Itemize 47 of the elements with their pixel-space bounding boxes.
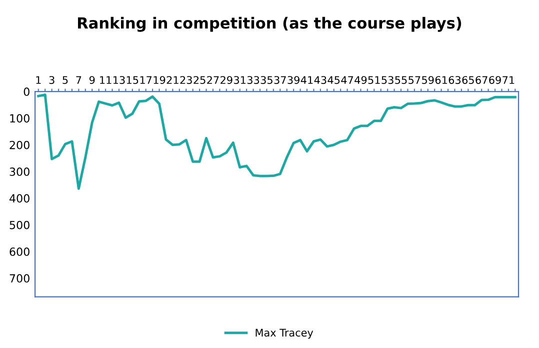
x-tick-label: 3 [49,76,54,84]
line-series [37,93,516,190]
x-tick-label: 31 [234,76,246,84]
x-tick-label: 27 [207,76,219,84]
x-tick-label: 59 [422,76,434,84]
x-tick-label: 53 [382,76,394,84]
x-tick-label: 1 [36,76,41,84]
x-tick-label: 21 [166,76,178,84]
x-tick-label: 47 [341,76,354,84]
x-tick-label: 57 [408,76,420,84]
x-tick-label: 49 [354,76,367,84]
y-tick-label: 300 [10,167,30,176]
y-tick-label: 0 [24,88,30,96]
y-tick-label: 200 [10,140,30,150]
y-tick-label: 500 [10,220,30,230]
x-tick-label: 71 [502,76,514,84]
x-tick-label: 55 [395,76,407,84]
x-tick-label: 25 [194,76,206,84]
legend-label: Max Tracey [256,328,314,339]
x-tick-label: 51 [368,76,380,84]
y-tick-label: 600 [10,247,30,256]
x-tick-label: 45 [328,76,340,84]
chart-title: Ranking in competition (as the course plays) [78,16,462,32]
y-tick-label: 700 [10,274,30,283]
x-tick-label: 61 [435,76,447,84]
x-tick-label: 39 [288,76,300,84]
x-tick-label: 5 [62,76,68,84]
x-tick-label: 17 [140,76,152,84]
x-tick-label: 65 [462,76,474,84]
x-tick-label: 69 [489,76,501,84]
x-tick-label: 13 [113,76,125,84]
x-tick-label: 15 [126,76,138,84]
x-tick-label: 9 [89,76,95,84]
x-tick-label: 41 [300,76,313,84]
y-tick-label: 400 [10,194,30,203]
x-tick-label: 19 [154,76,166,84]
x-tick-label: 7 [76,76,82,84]
y-tick-label: 100 [10,114,30,123]
x-tick-label: 23 [180,76,192,84]
x-tick-label: 33 [247,76,260,84]
x-tick-label: 43 [314,76,326,84]
x-tick-label: 67 [476,76,488,84]
x-tick-label: 29 [220,76,232,84]
x-tick-label: 11 [100,76,112,84]
x-tick-label: 37 [274,76,286,84]
x-tick-label: 35 [260,76,272,84]
x-tick-label: 63 [448,76,461,84]
